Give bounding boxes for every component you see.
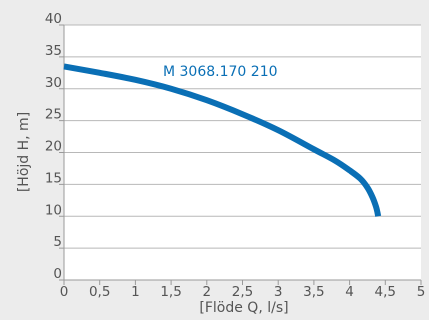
y-tick-label: 25	[45, 107, 62, 123]
x-tick-label: 4	[345, 284, 354, 300]
y-tick-label: 15	[45, 170, 62, 186]
y-tick-label: 20	[45, 139, 62, 155]
y-tick-label: 0	[53, 266, 62, 282]
x-axis-title: [Flöde Q, l/s]	[199, 300, 288, 316]
x-tick-label: 3,5	[303, 284, 324, 300]
series-layer	[63, 63, 382, 217]
axes	[59, 24, 422, 285]
y-tick-label: 30	[45, 75, 62, 91]
x-tick-label: 4,5	[375, 284, 396, 300]
y-tick-label: 40	[45, 11, 62, 27]
x-tick-label: 3	[274, 284, 283, 300]
x-tick-label: 2,5	[232, 284, 253, 300]
x-tick-label: 0	[60, 284, 69, 300]
x-tick-label: 0,5	[89, 284, 110, 300]
x-tick-label: 1	[131, 284, 140, 300]
grid	[64, 24, 421, 249]
y-axis-title: [Höjd H, m]	[16, 112, 32, 192]
y-tick-label: 10	[45, 202, 62, 218]
y-tick-label: 35	[45, 43, 62, 59]
series-line	[63, 63, 382, 217]
x-tick-label: 2	[203, 284, 212, 300]
x-tick-label: 5	[417, 284, 426, 300]
tick-labels: 0 5 10 15 20 25 30 35 40 0 0,5 1 1,5 2 2,5 3 3,5 4 4,5 5	[45, 11, 425, 300]
series-label: M 3068.170 210	[163, 64, 278, 80]
y-tick-label: 5	[53, 234, 62, 250]
x-tick-label: 1,5	[160, 284, 181, 300]
